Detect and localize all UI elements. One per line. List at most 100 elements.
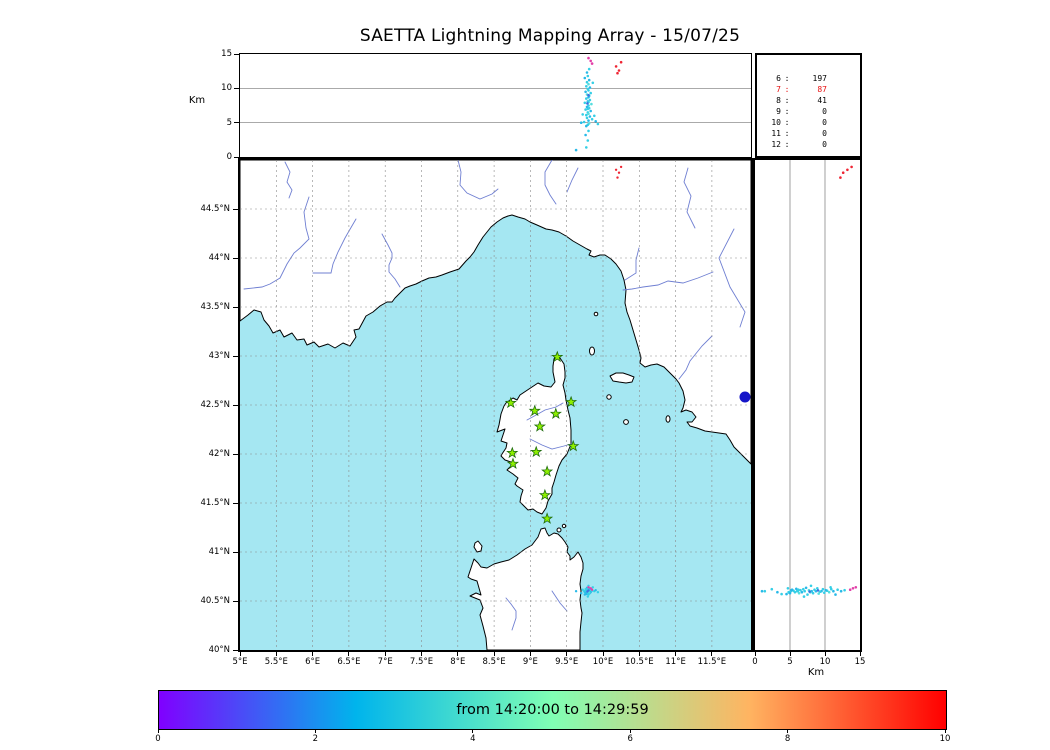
lightning-source-dot: [586, 590, 589, 593]
lightning-source-dot: [839, 176, 842, 179]
longitude-tick-label: 8°E: [450, 657, 466, 667]
lightning-source-dot: [829, 586, 832, 589]
river: [678, 335, 713, 380]
source-count-ch: 6: [776, 74, 781, 83]
lightning-source-dot: [803, 589, 806, 593]
lightning-source-dot: [596, 122, 600, 126]
lightning-source-dot: [586, 74, 590, 78]
lightning-source-dot: [581, 588, 584, 591]
longitude-tick-label: 7.5°E: [409, 657, 434, 667]
lightning-source-dot: [593, 114, 596, 118]
time-colorbar: from 14:20:00 to 14:29:59: [158, 690, 947, 730]
lightning-source-dot: [854, 586, 858, 589]
altitude-tick-mark: [754, 652, 756, 656]
altitude-tick-mark: [234, 156, 239, 158]
source-count-ch: 11: [771, 129, 781, 138]
lightning-source-dot: [589, 91, 592, 95]
time-window-label: from 14:20:00 to 14:29:59: [456, 702, 649, 718]
lightning-source-dot: [590, 102, 593, 106]
elba-island: [609, 372, 635, 384]
lightning-source-dot: [834, 593, 837, 596]
lightning-source-dot: [786, 587, 790, 590]
altitude-tick-label: 0: [226, 152, 232, 162]
source-count-rows: 6: 197 7: 87 8: 41 9: 0 10: 0 11: 0 12: 0: [757, 55, 860, 150]
colorbar-tick-label: 8: [784, 734, 791, 744]
lma-station-star: [541, 512, 554, 524]
lightning-source-dot: [589, 59, 592, 63]
lightning-source-dot: [587, 89, 590, 92]
source-count-val: 0: [822, 107, 827, 116]
longitude-tick-label: 10°E: [592, 657, 614, 667]
lightning-source-dot: [809, 584, 813, 588]
latitude-tick-label: 43°N: [208, 351, 230, 361]
lake-bolsena: [739, 391, 751, 403]
lightning-source-dot: [594, 589, 597, 592]
longitude-tick-mark: [529, 652, 531, 656]
lightning-source-dot: [851, 587, 855, 590]
lightning-source-dot: [790, 588, 793, 592]
altitude-tick-mark: [234, 122, 239, 124]
longitude-tick-mark: [421, 652, 422, 656]
lightning-source-dot: [585, 85, 588, 88]
longitude-tick-mark: [348, 652, 350, 656]
lma-station-star: [549, 407, 562, 419]
altitude-axis-label-top: Km: [188, 95, 206, 106]
lightning-source-dot: [619, 60, 623, 64]
source-count-sep: :: [784, 85, 790, 94]
lightning-source-dot: [589, 109, 592, 113]
source-count-sep: :: [784, 129, 790, 138]
lightning-source-dot: [585, 146, 588, 149]
lightning-source-dot: [808, 590, 811, 593]
colorbar-tick-mark: [787, 729, 789, 733]
latitude-tick-mark: [233, 600, 238, 602]
longitude-tick-mark: [638, 652, 640, 656]
longitude-tick-mark: [457, 652, 459, 656]
lightning-source-dot: [806, 593, 809, 596]
lightning-source-dot: [584, 133, 587, 137]
altitude-tick-mark: [789, 652, 791, 656]
river: [683, 167, 696, 229]
river: [505, 597, 517, 631]
latitude-tick-label: 41°N: [208, 547, 230, 557]
latitude-tick-mark: [233, 649, 238, 651]
lightning-source-dot: [760, 589, 764, 593]
lightning-source-dot: [574, 590, 578, 593]
lightning-source-dot: [817, 592, 820, 595]
lightning-source-dot: [846, 168, 849, 172]
lightning-source-dot: [586, 139, 590, 142]
lightning-source-dot: [587, 56, 590, 60]
longitude-tick-label: 11°E: [665, 657, 686, 667]
lightning-source-dot: [583, 593, 586, 596]
lightning-source-dot: [587, 67, 591, 71]
lightning-source-dot: [588, 115, 592, 118]
longitude-tick-mark: [275, 652, 277, 656]
source-count-val: 41: [817, 96, 827, 105]
latitude-tick-label: 40.5°N: [200, 596, 230, 606]
lightning-source-dot: [614, 168, 618, 171]
corsica-landmass: [496, 354, 572, 515]
lightning-source-dot: [780, 592, 783, 596]
river: [624, 247, 640, 281]
source-count-row: 10: 0: [767, 117, 839, 128]
latitude-tick-label: 41.5°N: [200, 498, 230, 508]
altitude-tick-label: 5: [226, 117, 232, 128]
altitude-tick-mark: [859, 652, 861, 656]
lightning-source-dot: [802, 587, 805, 591]
lightning-source-dot: [584, 90, 587, 94]
lightning-source-dot: [788, 591, 792, 595]
lightning-source-dot: [586, 595, 589, 598]
longitude-tick-mark: [384, 652, 386, 656]
lma-station-star: [533, 420, 546, 432]
river: [544, 160, 557, 205]
source-count-sep: :: [784, 107, 790, 116]
river: [284, 161, 293, 199]
lightning-source-dot: [827, 590, 831, 594]
source-count-ch: 9: [776, 107, 781, 116]
river: [566, 167, 579, 193]
lightning-source-dot: [584, 108, 587, 111]
lightning-source-dot: [585, 124, 588, 128]
lightning-source-dot: [799, 588, 802, 592]
lightning-source-dot: [585, 71, 589, 74]
river: [243, 196, 310, 290]
